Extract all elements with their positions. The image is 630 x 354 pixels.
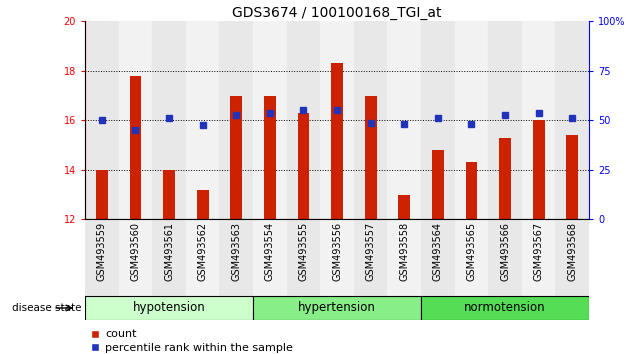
Bar [320, 219, 354, 296]
Bar [488, 21, 522, 219]
Bar [253, 219, 287, 296]
Bar [398, 195, 410, 219]
Bar [365, 96, 377, 219]
Bar [455, 219, 488, 296]
Text: hypertension: hypertension [298, 302, 376, 314]
Bar [320, 21, 354, 219]
Bar [488, 219, 522, 296]
Bar [253, 296, 421, 320]
Bar [85, 219, 118, 296]
Bar [533, 120, 544, 219]
Text: GSM493561: GSM493561 [164, 222, 174, 281]
Text: GSM493567: GSM493567 [534, 222, 544, 281]
Text: GSM493554: GSM493554 [265, 222, 275, 281]
Bar [287, 219, 320, 296]
Bar [297, 113, 309, 219]
Bar [231, 96, 242, 219]
Bar [219, 21, 253, 219]
Bar [331, 63, 343, 219]
Bar [118, 21, 152, 219]
Bar [432, 150, 444, 219]
Bar [152, 219, 186, 296]
Text: GSM493566: GSM493566 [500, 222, 510, 281]
Bar [219, 219, 253, 296]
Bar [253, 21, 287, 219]
Bar [556, 219, 589, 296]
Text: GSM493562: GSM493562 [198, 222, 208, 281]
Bar [163, 170, 175, 219]
Bar [522, 219, 556, 296]
Bar [85, 21, 118, 219]
Text: GSM493568: GSM493568 [567, 222, 577, 281]
Text: GSM493560: GSM493560 [130, 222, 140, 281]
Bar [197, 190, 209, 219]
Bar [421, 21, 455, 219]
Text: GSM493563: GSM493563 [231, 222, 241, 281]
Text: GSM493555: GSM493555 [299, 222, 309, 281]
Bar [387, 219, 421, 296]
Bar [85, 296, 253, 320]
Bar [152, 21, 186, 219]
Bar [96, 170, 108, 219]
Bar [354, 219, 387, 296]
Bar [130, 76, 141, 219]
Bar [186, 219, 219, 296]
Bar [186, 21, 219, 219]
Bar [466, 162, 478, 219]
Legend: count, percentile rank within the sample: count, percentile rank within the sample [91, 330, 293, 353]
Bar [421, 219, 455, 296]
Text: disease state: disease state [13, 303, 82, 313]
Bar [556, 21, 589, 219]
Text: GSM493557: GSM493557 [365, 222, 375, 281]
Bar [264, 96, 276, 219]
Bar [566, 135, 578, 219]
Text: GSM493565: GSM493565 [466, 222, 476, 281]
Text: normotension: normotension [464, 302, 546, 314]
Title: GDS3674 / 100100168_TGI_at: GDS3674 / 100100168_TGI_at [232, 6, 442, 20]
Text: GSM493558: GSM493558 [399, 222, 410, 281]
Text: hypotension: hypotension [133, 302, 205, 314]
Bar [522, 21, 556, 219]
Text: GSM493559: GSM493559 [97, 222, 107, 281]
Bar [354, 21, 387, 219]
Bar [118, 219, 152, 296]
Bar [421, 296, 589, 320]
Text: GSM493556: GSM493556 [332, 222, 342, 281]
Bar [287, 21, 320, 219]
Bar [387, 21, 421, 219]
Text: GSM493564: GSM493564 [433, 222, 443, 281]
Bar [455, 21, 488, 219]
Bar [499, 138, 511, 219]
